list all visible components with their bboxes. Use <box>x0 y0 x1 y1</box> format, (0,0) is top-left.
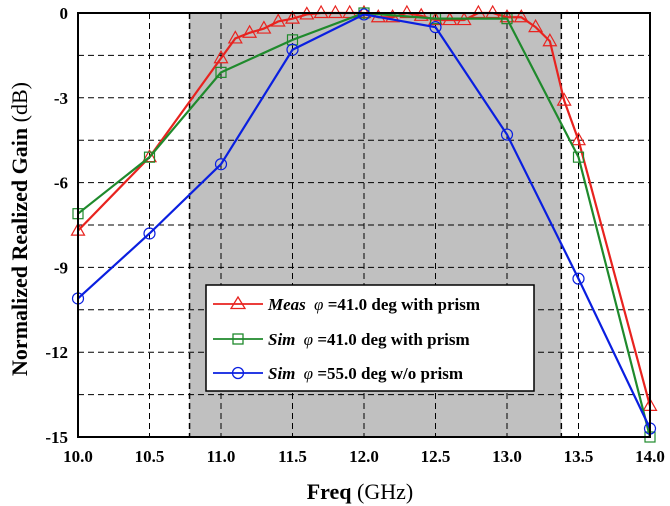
legend-label-meas: Meas φ =41.0 deg with prism <box>267 295 480 314</box>
y-axis-title: Normalized Realized Gain (dB) <box>7 82 32 376</box>
legend-entry-sim41: Sim φ =41.0 deg with prism <box>213 330 470 349</box>
legend: Meas φ =41.0 deg with prism Sim φ =41.0 … <box>205 284 535 392</box>
series-layer <box>70 4 658 443</box>
y-axis-title-unit: (dB) <box>7 82 32 122</box>
marker-square <box>143 151 156 163</box>
legend-box <box>205 284 535 392</box>
tick-labels: 10.0 10.5 11.0 11.5 12.0 12.5 13.0 13.5 14.0 0 -3 -… <box>45 4 665 466</box>
legend-marker-square <box>232 333 244 345</box>
marker-triangle <box>570 131 587 146</box>
marker-triangle <box>528 18 544 33</box>
marker-triangle <box>270 13 286 27</box>
marker-circle <box>500 128 514 141</box>
series-2 <box>71 8 657 435</box>
x-axis-title: Freq (GHz) <box>307 479 414 504</box>
marker-triangle <box>327 4 343 19</box>
legend-entry-sim55: Sim φ =55.0 deg w/o prism <box>213 364 463 383</box>
legend-label-sim41: Sim φ =41.0 deg with prism <box>268 330 470 349</box>
y-tick-label: -9 <box>54 258 68 277</box>
x-tick-label: 14.0 <box>635 447 665 466</box>
x-tick-label: 12.5 <box>421 447 451 466</box>
marker-triangle <box>513 9 529 23</box>
legend-entry-meas: Meas φ =41.0 deg with prism <box>213 295 480 314</box>
legend-marker-triangle <box>229 295 247 310</box>
y-tick-label: -12 <box>45 343 68 362</box>
y-tick-label: -15 <box>45 428 68 447</box>
marker-triangle <box>242 24 258 38</box>
x-tick-label: 10.0 <box>63 447 93 466</box>
marker-triangle <box>256 20 272 34</box>
marker-triangle <box>399 4 415 19</box>
y-axis-title-bold: Normalized Realized Gain <box>7 128 32 376</box>
x-tick-label: 10.5 <box>135 447 165 466</box>
marker-triangle <box>413 7 429 21</box>
legend-label-sim55: Sim φ =55.0 deg w/o prism <box>268 364 463 383</box>
x-tick-label: 12.0 <box>349 447 379 466</box>
marker-triangle <box>542 33 558 47</box>
marker-circle <box>143 227 156 240</box>
x-tick-label: 11.0 <box>207 447 236 466</box>
x-tick-label: 13.5 <box>564 447 594 466</box>
marker-triangle <box>470 4 486 19</box>
marker-square <box>572 151 585 163</box>
marker-triangle <box>227 30 243 44</box>
marker-triangle <box>556 92 572 106</box>
marker-circle <box>214 158 228 171</box>
x-tick-label: 11.5 <box>278 447 307 466</box>
marker-triangle <box>284 10 301 24</box>
x-axis-title-unit: (GHz) <box>357 479 413 504</box>
marker-square <box>286 34 299 46</box>
x-axis-title-bold: Freq <box>307 479 353 504</box>
marker-square <box>215 66 227 78</box>
marker-triangle <box>499 9 515 23</box>
x-tick-label: 13.0 <box>492 447 522 466</box>
marker-circle <box>286 43 299 56</box>
marker-triangle <box>213 50 229 64</box>
y-tick-label: -3 <box>54 89 68 108</box>
plot-frame <box>77 12 651 438</box>
y-tick-label: -6 <box>54 174 68 193</box>
series-line-2 <box>77 13 651 429</box>
marker-circle <box>572 272 585 285</box>
marker-triangle <box>313 4 329 19</box>
marker-circle <box>357 8 371 21</box>
legend-marker-circle <box>231 366 245 380</box>
marker-triangle <box>485 4 501 19</box>
grid-lines <box>78 13 650 437</box>
marker-circle <box>429 21 442 34</box>
y-tick-label: 0 <box>60 4 69 23</box>
